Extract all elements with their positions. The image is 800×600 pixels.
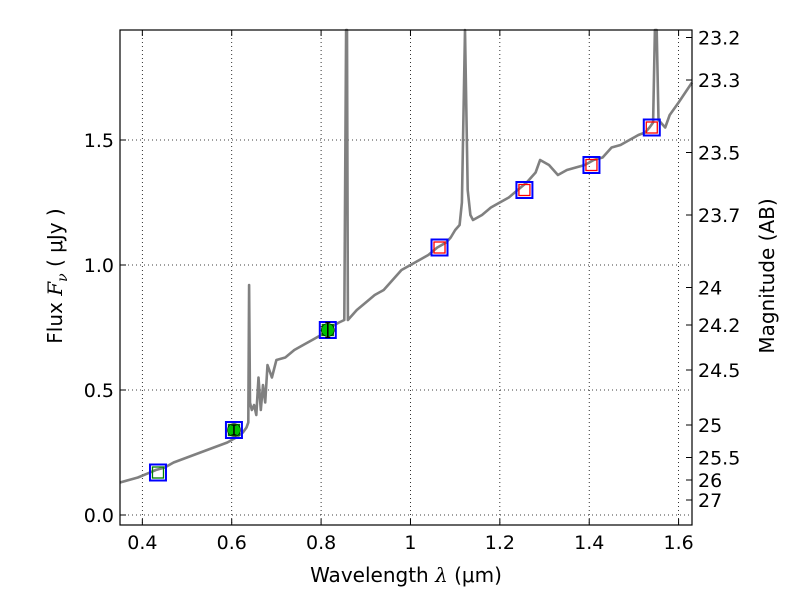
spectrum-layer xyxy=(119,28,694,484)
model-flux-marker xyxy=(433,241,446,254)
spectrum-line xyxy=(119,28,694,484)
mag-tick-label: 23.7 xyxy=(698,205,740,227)
photometry-box xyxy=(148,463,167,482)
mag-tick-label: 24.2 xyxy=(698,315,740,337)
x-ticks: 0.4 0.6 0.8 1 1.2 1.4 1.6 xyxy=(127,30,694,554)
mag-tick-label: 24.5 xyxy=(698,360,740,382)
x-tick-label: 0.4 xyxy=(127,532,157,554)
model-flux-marker xyxy=(645,121,658,134)
plot-frame xyxy=(119,29,693,526)
x-tick-label: 1 xyxy=(404,532,416,554)
mag-tick-label: 24 xyxy=(698,278,722,300)
y-axis-label: Flux Fν ( μJy ) xyxy=(43,208,71,343)
model-flux-marker xyxy=(518,183,531,197)
model-flux-marker xyxy=(585,158,598,172)
y-tick-label: 0.5 xyxy=(84,380,114,402)
mag-tick-label: 27 xyxy=(698,490,722,512)
photometry-box xyxy=(642,118,661,137)
x-axis-label: Wavelength λ (μm) xyxy=(310,563,502,587)
x-tick-label: 0.8 xyxy=(306,532,336,554)
y-tick-label: 0.0 xyxy=(84,505,114,527)
photometry-box xyxy=(224,421,243,439)
y-tick-label: 1.0 xyxy=(84,255,114,277)
photometry-box xyxy=(515,181,534,199)
mag-tick-label: 23.5 xyxy=(698,143,740,165)
x-tick-label: 1.2 xyxy=(485,532,515,554)
mag-tick-label: 23.3 xyxy=(698,70,740,92)
mag-tick-label: 26 xyxy=(698,470,722,492)
mag-tick-label: 23.2 xyxy=(698,28,740,50)
y-axis-right-label: Magnitude (AB) xyxy=(755,198,779,353)
photometry-box xyxy=(430,238,449,257)
y-tick-label: 1.5 xyxy=(84,130,114,152)
grid xyxy=(120,30,692,525)
x-tick-label: 1.4 xyxy=(574,532,604,554)
mag-tick-label: 25.5 xyxy=(698,448,740,470)
x-tick-label: 1.6 xyxy=(663,532,693,554)
mag-tick-label: 25 xyxy=(698,415,722,437)
photometry-box xyxy=(582,156,601,174)
photometry-layer xyxy=(148,118,661,482)
y-ticks: 0.0 0.5 1.0 1.5 xyxy=(84,130,126,527)
model-flux-marker xyxy=(151,466,165,479)
x-tick-label: 0.6 xyxy=(217,532,247,554)
